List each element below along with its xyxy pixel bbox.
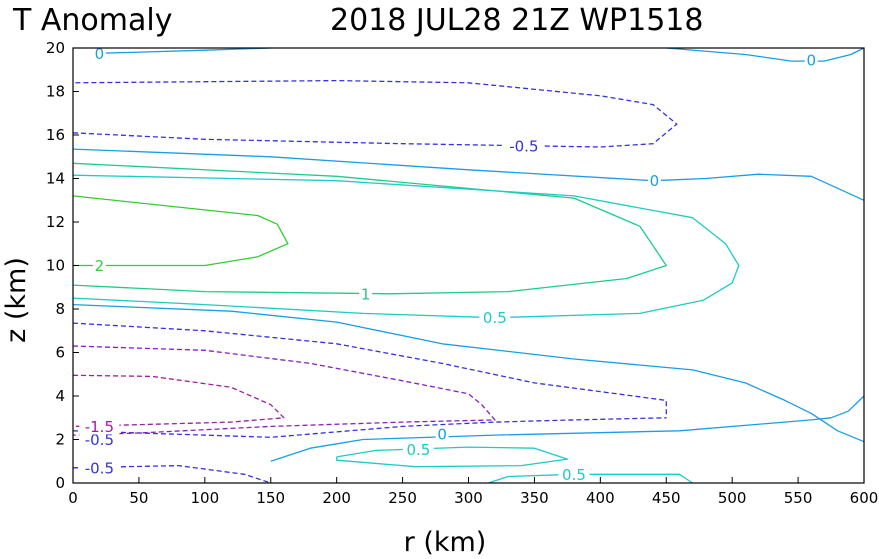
y-tick-label: 16 bbox=[46, 126, 65, 144]
y-tick-label: 10 bbox=[46, 257, 65, 275]
contour-line-level-neg1p5 bbox=[72, 374, 285, 428]
x-tick-label: 350 bbox=[520, 489, 549, 507]
contour-label-bg bbox=[804, 51, 818, 68]
contour-label: 0.5 bbox=[562, 466, 586, 484]
x-tick-label: 250 bbox=[388, 489, 417, 507]
contour-line-level-0 bbox=[72, 303, 865, 443]
contour-line-level-0 bbox=[72, 148, 865, 201]
x-tick-label: 550 bbox=[784, 489, 813, 507]
contour-label: 0.5 bbox=[406, 441, 430, 459]
contour-line-level-0p5 bbox=[72, 174, 740, 319]
contour-label: 2 bbox=[95, 257, 105, 275]
contour-label-bg bbox=[479, 309, 511, 326]
x-tick-label: 150 bbox=[256, 489, 285, 507]
x-axis-label: r (km) bbox=[404, 527, 487, 558]
contour-label-bg bbox=[402, 441, 434, 458]
y-tick-label: 0 bbox=[55, 474, 65, 492]
contour-line-level-neg0p5 bbox=[72, 79, 678, 148]
y-tick-label: 12 bbox=[46, 213, 65, 231]
x-axis-ticks: 0 50 100 150 200 250 300 350 400 450 500 550 600 bbox=[68, 477, 878, 507]
contour-label: 0 bbox=[437, 426, 447, 444]
contour-label: -0.5 bbox=[85, 431, 114, 449]
contour-label-bg bbox=[503, 137, 544, 154]
contour-line-level-2 bbox=[72, 195, 289, 267]
x-tick-label: 500 bbox=[718, 489, 747, 507]
x-tick-label: 50 bbox=[129, 489, 148, 507]
x-tick-label: 0 bbox=[68, 489, 78, 507]
contour-label: -0.5 bbox=[509, 137, 538, 155]
x-tick-label: 300 bbox=[454, 489, 483, 507]
contour-line-level-0 bbox=[666, 47, 865, 62]
contour-line-level-0p5 bbox=[336, 446, 569, 468]
contour-line-level-neg1 bbox=[72, 345, 496, 436]
contour-line-level-neg0p5 bbox=[72, 417, 667, 438]
x-tick-label: 100 bbox=[191, 489, 220, 507]
y-tick-label: 6 bbox=[55, 344, 65, 362]
contour-label-bg bbox=[647, 172, 661, 189]
contour-line-level-1 bbox=[72, 162, 667, 295]
y-axis-ticks: 0 2 4 6 8 10 12 14 16 18 20 bbox=[46, 39, 79, 492]
contour-label: 1 bbox=[361, 285, 371, 303]
y-tick-label: 20 bbox=[46, 39, 65, 57]
contour-line-level-neg0p5 bbox=[72, 322, 667, 418]
contour-label: 0 bbox=[95, 45, 105, 63]
chart-title-left: T Anomaly bbox=[12, 3, 172, 38]
contour-label-bg bbox=[359, 285, 373, 302]
contour-label: 0 bbox=[806, 51, 816, 69]
y-tick-label: 8 bbox=[55, 300, 65, 318]
contour-label-bg bbox=[92, 257, 106, 274]
x-tick-label: 200 bbox=[322, 489, 351, 507]
y-axis-label: z (km) bbox=[1, 257, 32, 343]
x-tick-label: 450 bbox=[652, 489, 681, 507]
contour-label: -0.5 bbox=[85, 459, 114, 477]
y-tick-label: 14 bbox=[46, 170, 65, 188]
contour-label-bg bbox=[558, 466, 590, 483]
y-tick-label: 4 bbox=[55, 387, 65, 405]
contour-label-bg bbox=[79, 431, 120, 448]
chart-title-right: 2018 JUL28 21Z WP1518 bbox=[330, 3, 703, 38]
y-tick-label: 2 bbox=[55, 431, 65, 449]
contour-label: 0 bbox=[650, 172, 660, 190]
contour-label: 0.5 bbox=[483, 309, 507, 327]
x-tick-label: 400 bbox=[586, 489, 615, 507]
contour-line-level-0 bbox=[270, 395, 865, 462]
y-tick-label: 18 bbox=[46, 83, 65, 101]
contour-label-bg bbox=[435, 426, 449, 443]
x-tick-label: 600 bbox=[850, 489, 879, 507]
contour-line-level-0p5 bbox=[488, 473, 693, 484]
contour-label-bg bbox=[92, 45, 106, 62]
contour-line-level-neg0p5 bbox=[72, 464, 272, 484]
contour-label-bg bbox=[79, 418, 120, 435]
contour-label-bg bbox=[79, 459, 120, 476]
contour-lines bbox=[72, 47, 865, 484]
contour-line-level-0 bbox=[95, 47, 271, 55]
contour-label: -1.5 bbox=[85, 418, 114, 436]
